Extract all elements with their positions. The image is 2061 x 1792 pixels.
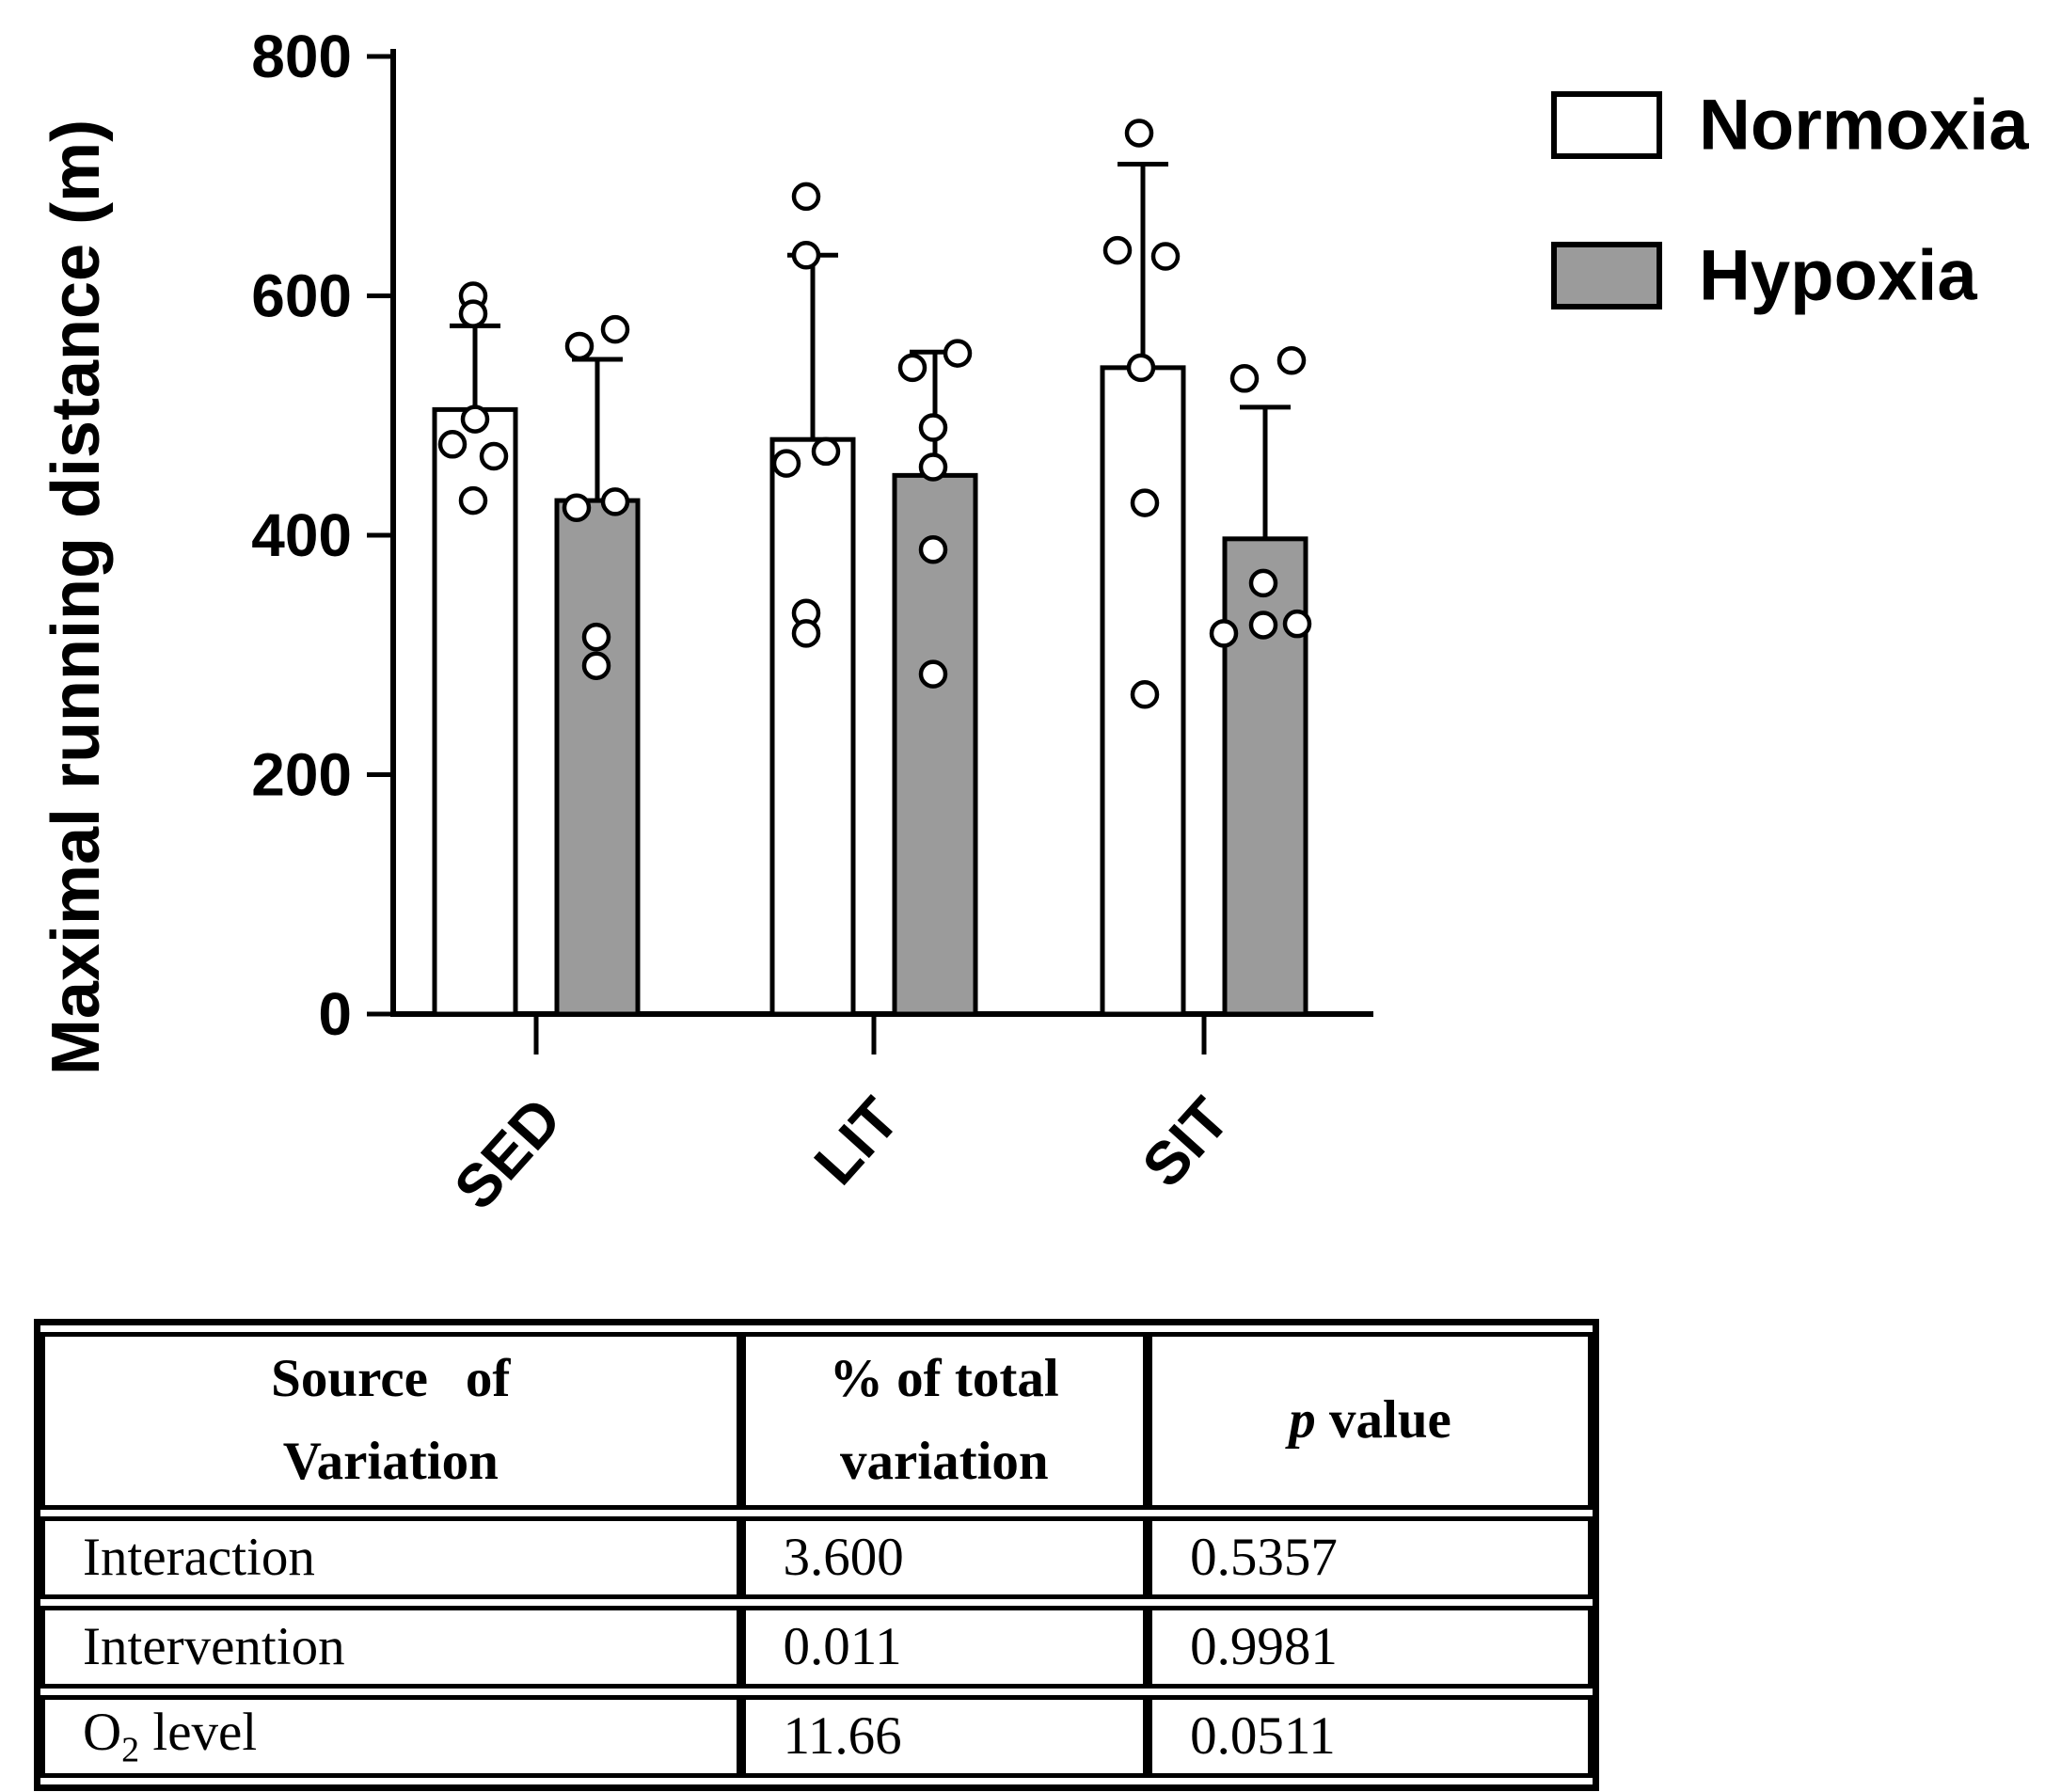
cell-source-intervention: Intervention — [40, 1605, 741, 1689]
cell-pct-interaction: 3.600 — [740, 1515, 1149, 1599]
x-label-sed: SED — [441, 1085, 575, 1222]
cell-pct-o2-level: 11.66 — [740, 1694, 1149, 1778]
header-p-rest: value — [1315, 1390, 1451, 1451]
data-point-sed-normoxia — [458, 485, 488, 515]
cell-p-interaction: 0.5357 — [1148, 1515, 1593, 1599]
data-point-lit-hypoxia — [918, 535, 948, 564]
o2-level-text: level — [139, 1702, 258, 1762]
o2-symbol: O — [83, 1702, 122, 1762]
data-point-sed-normoxia — [458, 299, 488, 328]
y-tick-label: 200 — [251, 741, 352, 809]
data-point-lit-normoxia — [791, 182, 821, 212]
header-percent-line1: % of total — [829, 1349, 1059, 1408]
header-source-line2: Variation — [282, 1432, 499, 1492]
x-label-sit: SIT — [1129, 1085, 1242, 1199]
table-row-intervention: Intervention 0.011 0.9981 — [40, 1605, 1593, 1689]
x-label-lit: LIT — [801, 1085, 912, 1197]
data-point-lit-hypoxia — [918, 452, 948, 482]
cell-pct-intervention: 0.011 — [740, 1605, 1149, 1689]
data-point-sed-normoxia — [460, 404, 490, 434]
y-tick-label: 800 — [251, 23, 352, 90]
data-point-lit-hypoxia — [943, 339, 973, 368]
col-header-percent: % of total variation — [740, 1332, 1149, 1510]
data-point-lit-hypoxia — [897, 353, 927, 383]
header-percent-line2: variation — [839, 1432, 1049, 1492]
table-row-interaction: Interaction 3.600 0.5357 — [40, 1515, 1593, 1599]
table-header-row: Source of Variation % of total variation… — [40, 1332, 1593, 1510]
header-source-line1: Source of — [271, 1349, 511, 1408]
y-tick-label: 400 — [251, 501, 352, 569]
data-point-lit-normoxia — [811, 436, 841, 467]
cell-source-interaction: Interaction — [40, 1515, 741, 1599]
y-tick-label: 0 — [318, 980, 352, 1048]
data-point-lit-normoxia — [791, 619, 821, 648]
data-point-sit-hypoxia — [1248, 568, 1278, 598]
data-point-sit-hypoxia — [1248, 611, 1278, 640]
bar-sed-hypoxia — [554, 498, 641, 1017]
data-point-sed-hypoxia — [562, 493, 592, 522]
data-point-sit-normoxia — [1102, 235, 1133, 265]
data-point-sed-normoxia — [437, 430, 468, 459]
data-point-sed-hypoxia — [581, 622, 611, 652]
bar-lit-hypoxia — [892, 472, 978, 1017]
o2-subscript: 2 — [121, 1730, 140, 1770]
col-header-source: Source of Variation — [40, 1332, 741, 1510]
data-point-lit-normoxia — [771, 449, 801, 478]
data-point-sit-hypoxia — [1209, 619, 1239, 648]
data-point-sed-hypoxia — [564, 331, 595, 361]
data-point-sit-normoxia — [1130, 488, 1160, 517]
header-p-italic: p — [1289, 1390, 1316, 1451]
legend-swatch-normoxia — [1551, 91, 1662, 159]
bar-chart: 0 200 400 600 800 Maximal running distance (m… — [39, 23, 2029, 1222]
table-row-o2-level: O2 level 11.66 0.0511 — [40, 1694, 1593, 1778]
data-point-sed-hypoxia — [600, 314, 630, 344]
col-header-pvalue: p value — [1148, 1332, 1593, 1510]
cell-p-intervention: 0.9981 — [1148, 1605, 1593, 1689]
data-point-sed-hypoxia — [600, 487, 630, 516]
cell-source-o2-level: O2 level — [40, 1694, 741, 1778]
data-point-sed-hypoxia — [581, 651, 611, 680]
legend-label-normoxia: Normoxia — [1699, 86, 2029, 166]
data-point-lit-hypoxia — [918, 659, 948, 689]
data-point-sit-normoxia — [1150, 242, 1181, 271]
bar-lit-normoxia — [769, 436, 856, 1017]
legend-swatch-hypoxia — [1551, 242, 1662, 309]
y-tick-label: 600 — [251, 262, 352, 330]
data-point-lit-normoxia — [791, 240, 821, 270]
y-axis-title: Maximal running distance (m) — [39, 119, 114, 1075]
data-point-sit-hypoxia — [1282, 609, 1312, 639]
anova-table: Source of Variation % of total variation… — [34, 1319, 1599, 1791]
cell-p-o2-level: 0.0511 — [1148, 1694, 1593, 1778]
data-point-sit-hypoxia — [1229, 364, 1260, 393]
data-point-lit-hypoxia — [918, 413, 948, 442]
legend-label-hypoxia: Hypoxia — [1699, 236, 1977, 316]
data-point-sit-normoxia — [1130, 679, 1160, 709]
data-point-sed-normoxia — [479, 441, 509, 471]
data-point-sit-normoxia — [1126, 353, 1156, 383]
data-point-sit-hypoxia — [1276, 345, 1307, 375]
data-point-sit-normoxia — [1124, 119, 1154, 148]
